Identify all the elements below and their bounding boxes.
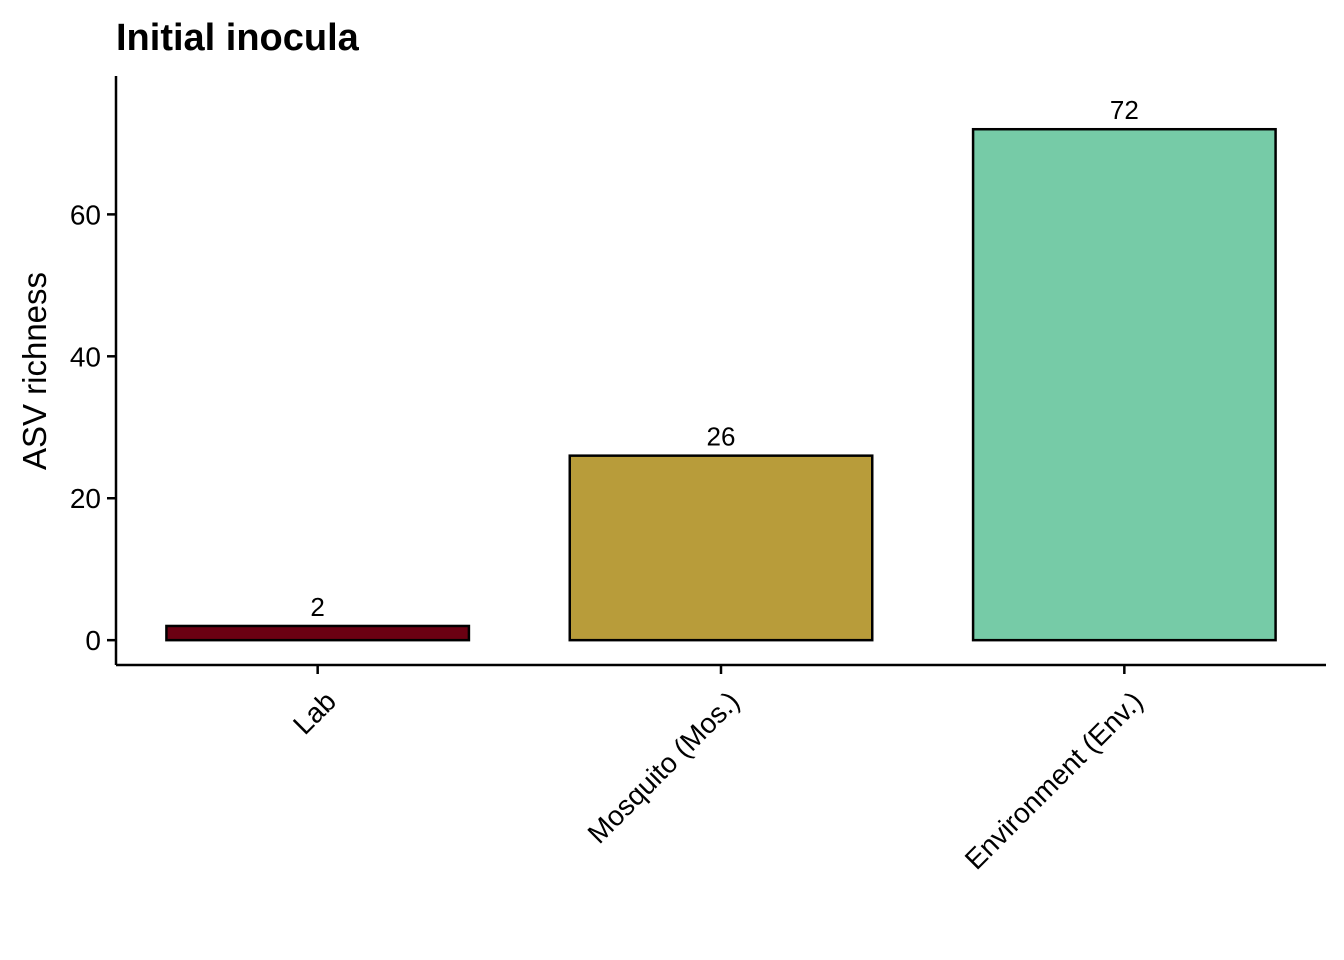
bar <box>165 624 471 642</box>
x-tick-label: Lab <box>287 685 342 740</box>
chart-marks: 0 20 40 60 2 Lab 26 Mosquito (Mos.) 72 Environmen… <box>70 95 1277 875</box>
data-label: 2 <box>310 592 324 622</box>
y-tick-label: 0 <box>85 625 101 656</box>
y-tick-label: 20 <box>70 483 101 514</box>
bar <box>568 454 874 642</box>
data-label: 72 <box>1110 95 1139 125</box>
y-tick-label: 40 <box>70 341 101 372</box>
bar <box>971 127 1277 642</box>
y-tick-label: 60 <box>70 199 101 230</box>
x-tick-label: Mosquito (Mos.) <box>582 685 746 849</box>
y-axis-label: ASV richness <box>16 272 53 470</box>
chart-title: Initial inocula <box>116 17 360 59</box>
x-tick-label: Environment (Env.) <box>959 685 1149 875</box>
data-label: 26 <box>707 422 736 452</box>
